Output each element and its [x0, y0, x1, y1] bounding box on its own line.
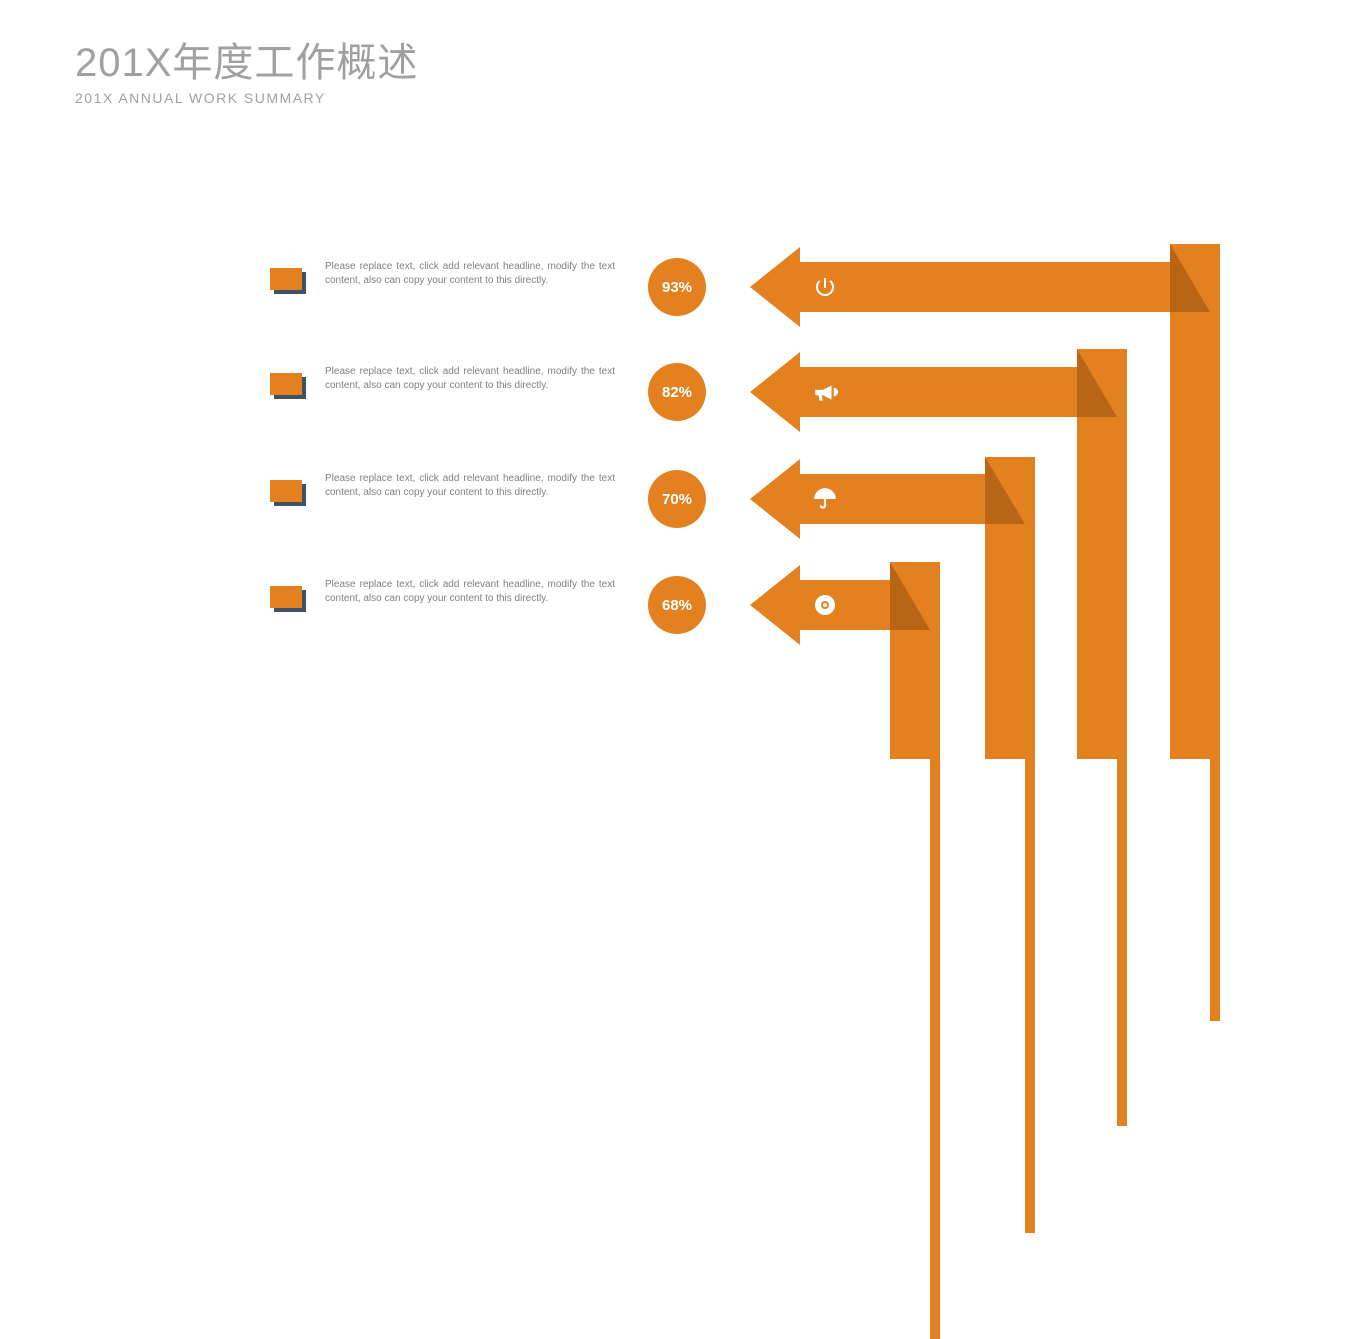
bullet-box	[270, 586, 302, 608]
bullet-box	[270, 373, 302, 395]
arrow-head	[750, 247, 800, 327]
arrow-head	[750, 352, 800, 432]
bullet-text: Please replace text, click add relevant …	[325, 472, 615, 500]
title-block: 201X年度工作概述 201X ANNUAL WORK SUMMARY	[75, 30, 418, 106]
fold-light	[930, 580, 940, 1339]
percent-circle: 93%	[648, 258, 706, 316]
title-sub: 201X ANNUAL WORK SUMMARY	[75, 90, 418, 106]
arrow-body	[800, 367, 1117, 417]
bullet-box	[270, 480, 302, 502]
percent-circle: 70%	[648, 470, 706, 528]
megaphone-icon	[812, 379, 838, 405]
percent-circle: 82%	[648, 363, 706, 421]
arrow-body	[800, 262, 1210, 312]
fold-light	[1025, 474, 1035, 1233]
arrow-head	[750, 565, 800, 645]
bullet-text: Please replace text, click add relevant …	[325, 365, 615, 393]
arrow-head	[750, 459, 800, 539]
bullet-text: Please replace text, click add relevant …	[325, 260, 615, 288]
title-main: 201X年度工作概述	[75, 30, 418, 88]
percent-circle: 68%	[648, 576, 706, 634]
disc-icon	[812, 592, 838, 618]
umbrella-icon	[812, 486, 838, 512]
fold-light	[1210, 262, 1220, 1021]
bullet-box	[270, 268, 302, 290]
fold-light	[1117, 367, 1127, 1126]
power-icon	[812, 274, 838, 300]
bullet-text: Please replace text, click add relevant …	[325, 578, 615, 606]
